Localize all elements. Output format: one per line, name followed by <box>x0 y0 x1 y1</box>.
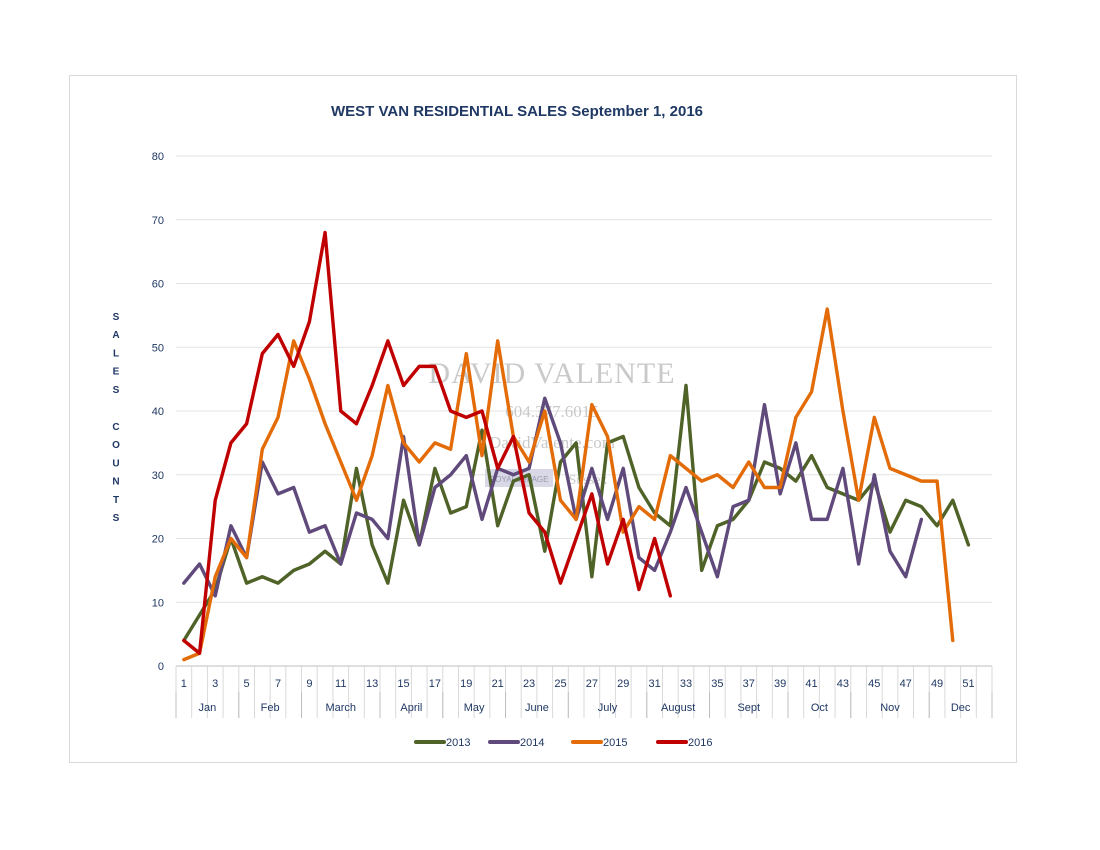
legend-label-2013: 2013 <box>446 737 470 749</box>
y-axis-label-letter: S <box>113 513 120 524</box>
month-label: Dec <box>951 702 971 714</box>
x-tick-label: 49 <box>931 678 943 690</box>
x-tick-label: 31 <box>648 678 660 690</box>
y-axis-label-letter: S <box>113 312 120 323</box>
x-tick-label: 51 <box>962 678 974 690</box>
series-layer <box>182 230 971 662</box>
month-label: July <box>598 702 618 714</box>
x-tick-label: 33 <box>680 678 692 690</box>
y-axis-label-letter: U <box>112 458 119 469</box>
x-tick-label: 29 <box>617 678 629 690</box>
x-tick-label: 17 <box>429 678 441 690</box>
month-label: April <box>400 702 422 714</box>
series-line-2016 <box>182 230 673 655</box>
x-tick-label: 45 <box>868 678 880 690</box>
y-tick-label: 20 <box>152 534 164 546</box>
y-axis-label-letter: T <box>113 495 119 506</box>
grid-layer: 0 10 20 30 40 50 60 70 80 <box>152 151 992 673</box>
y-axis-label-letter: E <box>113 367 120 378</box>
legend: 2013 2014 2015 2016 <box>414 737 712 749</box>
x-tick-label: 5 <box>244 678 250 690</box>
x-tick-label: 25 <box>554 678 566 690</box>
month-label: June <box>525 702 549 714</box>
x-tick-label: 15 <box>397 678 409 690</box>
x-axis: 1 3 5 7 9 11 13 15 17 19 21 23 25 27 29 31 33 35 37 39 41 43 4… <box>175 666 993 718</box>
x-tick-label: 43 <box>837 678 849 690</box>
y-tick-label: 0 <box>158 661 164 673</box>
month-label: Feb <box>261 702 280 714</box>
x-tick-label: 27 <box>586 678 598 690</box>
x-tick-label: 19 <box>460 678 472 690</box>
y-tick-label: 50 <box>152 342 164 354</box>
y-axis-label-letter: A <box>112 330 119 341</box>
x-tick-label: 41 <box>805 678 817 690</box>
month-label: August <box>661 702 695 714</box>
y-axis-label-letter: O <box>112 440 120 451</box>
y-tick-label: 30 <box>152 470 164 482</box>
chart-title: WEST VAN RESIDENTIAL SALES September 1, … <box>331 103 703 120</box>
x-tick-label: 1 <box>181 678 187 690</box>
y-axis-label-letter: C <box>112 422 119 433</box>
x-tick-label: 3 <box>212 678 218 690</box>
month-label: Jan <box>199 702 217 714</box>
series-line-2013 <box>182 383 971 643</box>
y-tick-label: 10 <box>152 597 164 609</box>
x-tick-label: 47 <box>900 678 912 690</box>
x-tick-label: 39 <box>774 678 786 690</box>
month-label: May <box>464 702 485 714</box>
y-axis-label-letter: N <box>112 477 119 488</box>
month-label: Sept <box>737 702 760 714</box>
x-tick-label: 23 <box>523 678 535 690</box>
series-line-2015 <box>182 307 955 662</box>
y-tick-label: 80 <box>152 151 164 163</box>
x-tick-label: 37 <box>743 678 755 690</box>
chart-frame: 0 10 20 30 40 50 60 70 80 DAVID VALENTE 604.377.6… <box>69 75 1017 763</box>
y-axis-label-letter: S <box>113 385 120 396</box>
month-label: March <box>325 702 356 714</box>
y-tick-label: 40 <box>152 406 164 418</box>
x-tick-label: 21 <box>492 678 504 690</box>
watermark-phone: 604.377.6015 <box>505 402 599 421</box>
legend-label-2016: 2016 <box>688 737 712 749</box>
x-tick-label: 9 <box>306 678 312 690</box>
y-tick-label: 70 <box>152 215 164 227</box>
month-label: Oct <box>811 702 828 714</box>
y-axis-label-letter: L <box>113 348 119 359</box>
y-tick-label: 60 <box>152 279 164 291</box>
month-label: Nov <box>880 702 900 714</box>
series-line-2014 <box>182 396 924 598</box>
x-tick-label: 11 <box>335 678 346 690</box>
x-tick-label: 35 <box>711 678 723 690</box>
legend-label-2015: 2015 <box>603 737 627 749</box>
legend-label-2014: 2014 <box>520 737 544 749</box>
x-tick-label: 13 <box>366 678 378 690</box>
x-tick-label: 7 <box>275 678 281 690</box>
